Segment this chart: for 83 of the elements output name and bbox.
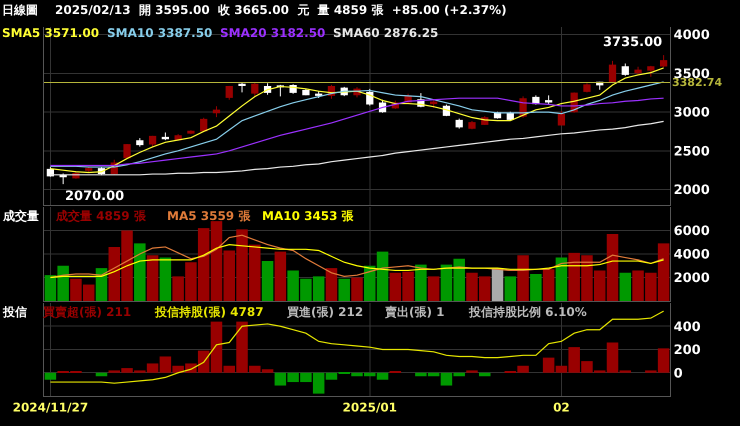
y-tick-label: 4000 (674, 248, 710, 263)
series-label: 成交量 4859 張 (55, 209, 147, 223)
bar (351, 278, 363, 302)
candlestick (212, 106, 220, 118)
y-tick-label: 200 (674, 343, 701, 358)
bar (262, 261, 274, 302)
chart-title: 投信 (2, 305, 27, 319)
annotation: 買進(張) 212 (286, 305, 364, 319)
y-tick-label: 4000 (674, 28, 710, 44)
chart-title: 日線圖 (2, 3, 38, 17)
bar (479, 372, 490, 376)
ref-line-label: 3382.74 (672, 76, 722, 89)
text: SMA5 3571.00 (2, 26, 100, 40)
text: SMA60 2876.25 (333, 26, 438, 40)
bar (542, 269, 554, 302)
candlestick (660, 54, 668, 68)
x-tick-label: 2024/11/27 (12, 400, 88, 414)
candlestick (608, 60, 616, 84)
bar (504, 276, 516, 302)
annotation: 2070.00 (65, 189, 124, 204)
candlestick (136, 138, 144, 148)
chart-subtitle: 2025/02/13 開 3595.00 收 3665.00 元 量 4859 張 +85.00 (+2.37%) (55, 3, 507, 17)
candlestick (647, 65, 654, 78)
y-tick-label: 2000 (674, 183, 710, 198)
candlestick (200, 117, 208, 132)
text: SMA10 3387.50 (107, 26, 212, 40)
bar (160, 258, 172, 302)
line-series (50, 81, 664, 168)
bar (517, 255, 529, 302)
y-tick-label: 3000 (674, 106, 710, 121)
candlestick (251, 82, 258, 97)
chart-title: 成交量 (2, 209, 39, 223)
candlestick (123, 144, 131, 160)
candlestick (366, 88, 374, 106)
bar (530, 274, 542, 302)
annotation: 3735.00 (603, 35, 662, 50)
text: MA10 3453 張 (262, 209, 355, 223)
y-tick-label: 6000 (674, 224, 710, 240)
candlestick (162, 132, 169, 141)
y-tick-label: 0 (674, 366, 683, 382)
bar (134, 243, 146, 302)
candlestick (187, 130, 195, 135)
annotation: 賣出(張) 1 (384, 305, 444, 319)
bar (415, 264, 427, 302)
bar (44, 372, 56, 380)
candlestick (238, 82, 246, 93)
candlestick (634, 66, 642, 76)
bar (96, 372, 108, 376)
x-tick-label: 02 (553, 400, 570, 414)
candlestick (302, 88, 310, 96)
candlestick (583, 82, 591, 93)
bar (428, 276, 440, 302)
text: SMA20 3182.50 (220, 26, 326, 40)
line-series (50, 244, 664, 278)
bar (146, 255, 158, 302)
candlestick (148, 135, 156, 148)
line-series (50, 120, 664, 176)
x-tick-label: 2025/01 (342, 400, 398, 414)
y-tick-label: 400 (674, 320, 701, 335)
candlestick (468, 120, 476, 130)
series-label: 投信持股(張) 4787 (154, 305, 264, 319)
candlestick (85, 166, 92, 172)
candlestick (430, 100, 438, 108)
bar (492, 268, 504, 302)
bar (338, 278, 350, 302)
candlestick (622, 63, 629, 76)
candlestick (558, 110, 566, 126)
bar (326, 268, 338, 302)
line-series (50, 234, 664, 278)
candlestick (315, 91, 322, 99)
bar (556, 258, 568, 302)
annotation: 投信持股比例 6.10% (468, 305, 587, 319)
candlestick (226, 85, 233, 100)
candlestick (456, 118, 463, 130)
candlestick (545, 94, 552, 106)
y-tick-label: 2500 (674, 144, 710, 160)
line-series (50, 67, 664, 174)
y-tick-label: 2000 (674, 271, 710, 286)
line-series (50, 98, 664, 166)
bar (96, 268, 108, 302)
bar (620, 272, 632, 302)
series-label: MA5 3559 張 (167, 209, 252, 223)
bar (274, 252, 286, 302)
